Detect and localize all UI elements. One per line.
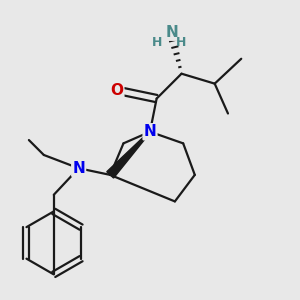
Text: N: N — [72, 161, 85, 176]
Text: H: H — [176, 36, 187, 49]
Text: N: N — [144, 124, 156, 139]
Text: O: O — [110, 83, 123, 98]
Polygon shape — [107, 131, 151, 178]
Text: N: N — [165, 25, 178, 40]
Text: H: H — [152, 36, 162, 49]
